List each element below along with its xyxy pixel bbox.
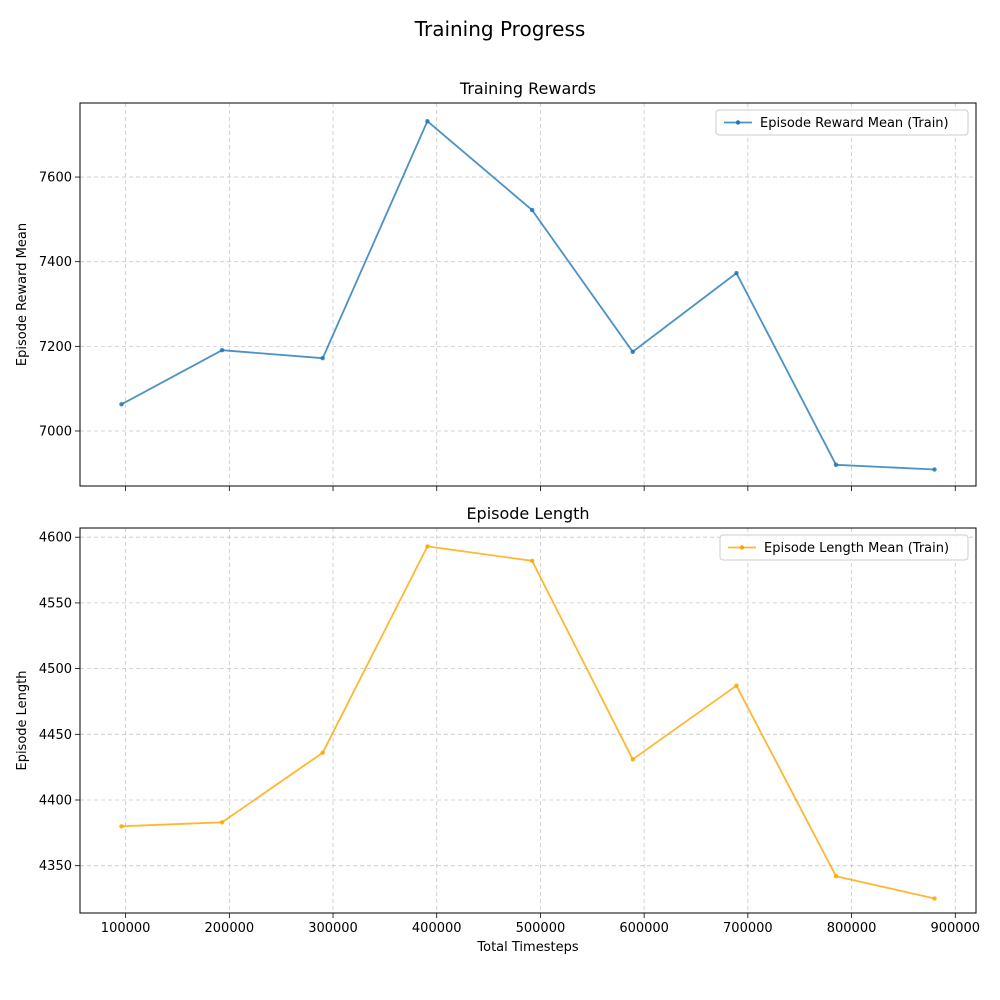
series-line (121, 120, 935, 471)
data-point (630, 349, 635, 355)
data-point (119, 824, 124, 829)
axes-frame (79, 102, 977, 487)
data-point (219, 347, 225, 353)
data-point (320, 355, 325, 361)
legend-marker (735, 120, 741, 125)
series-line (121, 545, 935, 900)
y-tick-label: 4400 (39, 793, 72, 808)
y-tick-label: 4500 (39, 662, 72, 677)
y-tick-label: 7600 (39, 171, 72, 186)
y-axis-label: Episode Length (15, 670, 30, 770)
x-tick-label: 600000 (619, 921, 669, 936)
legend: Episode Length Mean (Train) (719, 534, 969, 561)
y-tick-label: 7200 (39, 340, 72, 355)
y-tick-label: 4450 (39, 728, 72, 743)
legend-box (715, 109, 969, 136)
data-point (425, 118, 430, 124)
x-tick-label: 700000 (723, 921, 773, 936)
legend-marker (739, 545, 745, 550)
grid-lines (80, 528, 976, 913)
data-point (425, 544, 430, 549)
data-point (833, 462, 839, 468)
subplot-2: 100000 200000 300000 400000 500000 600000 7000… (15, 504, 980, 955)
legend-box (719, 534, 969, 561)
subplot-1: 7000 7200 7400 7600 Training Rewards Episode … (15, 79, 977, 491)
legend: Episode Reward Mean (Train) (715, 109, 969, 136)
data-point (320, 750, 325, 755)
x-tick-label: 100000 (101, 921, 151, 936)
subplot-title: Episode Length (466, 504, 589, 523)
data-point (529, 558, 535, 564)
y-tick-label: 4600 (39, 531, 72, 546)
data-point (932, 467, 937, 472)
x-tick-label: 200000 (205, 921, 255, 936)
data-point (119, 402, 124, 407)
y-tick-label: 7400 (39, 255, 72, 270)
subplot-title: Training Rewards (459, 79, 596, 98)
y-axis-label: Episode Reward Mean (15, 223, 30, 366)
data-point (833, 874, 839, 879)
data-point (734, 683, 739, 688)
figure-suptitle: Training Progress (414, 17, 586, 41)
x-tick-label: 800000 (827, 921, 877, 936)
y-tick-label: 4550 (39, 596, 72, 611)
data-point (734, 270, 739, 276)
data-point (630, 757, 635, 762)
grid-lines (80, 103, 976, 486)
legend-label: Episode Reward Mean (Train) (760, 116, 949, 131)
x-tick-label: 500000 (516, 921, 566, 936)
axes-frame (79, 527, 977, 914)
y-tick-label: 7000 (39, 424, 72, 439)
data-point (932, 896, 937, 901)
x-tick-label: 300000 (308, 921, 358, 936)
data-point (219, 820, 225, 825)
legend-label: Episode Length Mean (Train) (764, 541, 949, 556)
x-tick-label: 400000 (412, 921, 462, 936)
x-axis-label: Total Timesteps (476, 940, 578, 955)
data-point (529, 207, 535, 213)
x-tick-label: 900000 (930, 921, 980, 936)
y-tick-label: 4350 (39, 859, 72, 874)
